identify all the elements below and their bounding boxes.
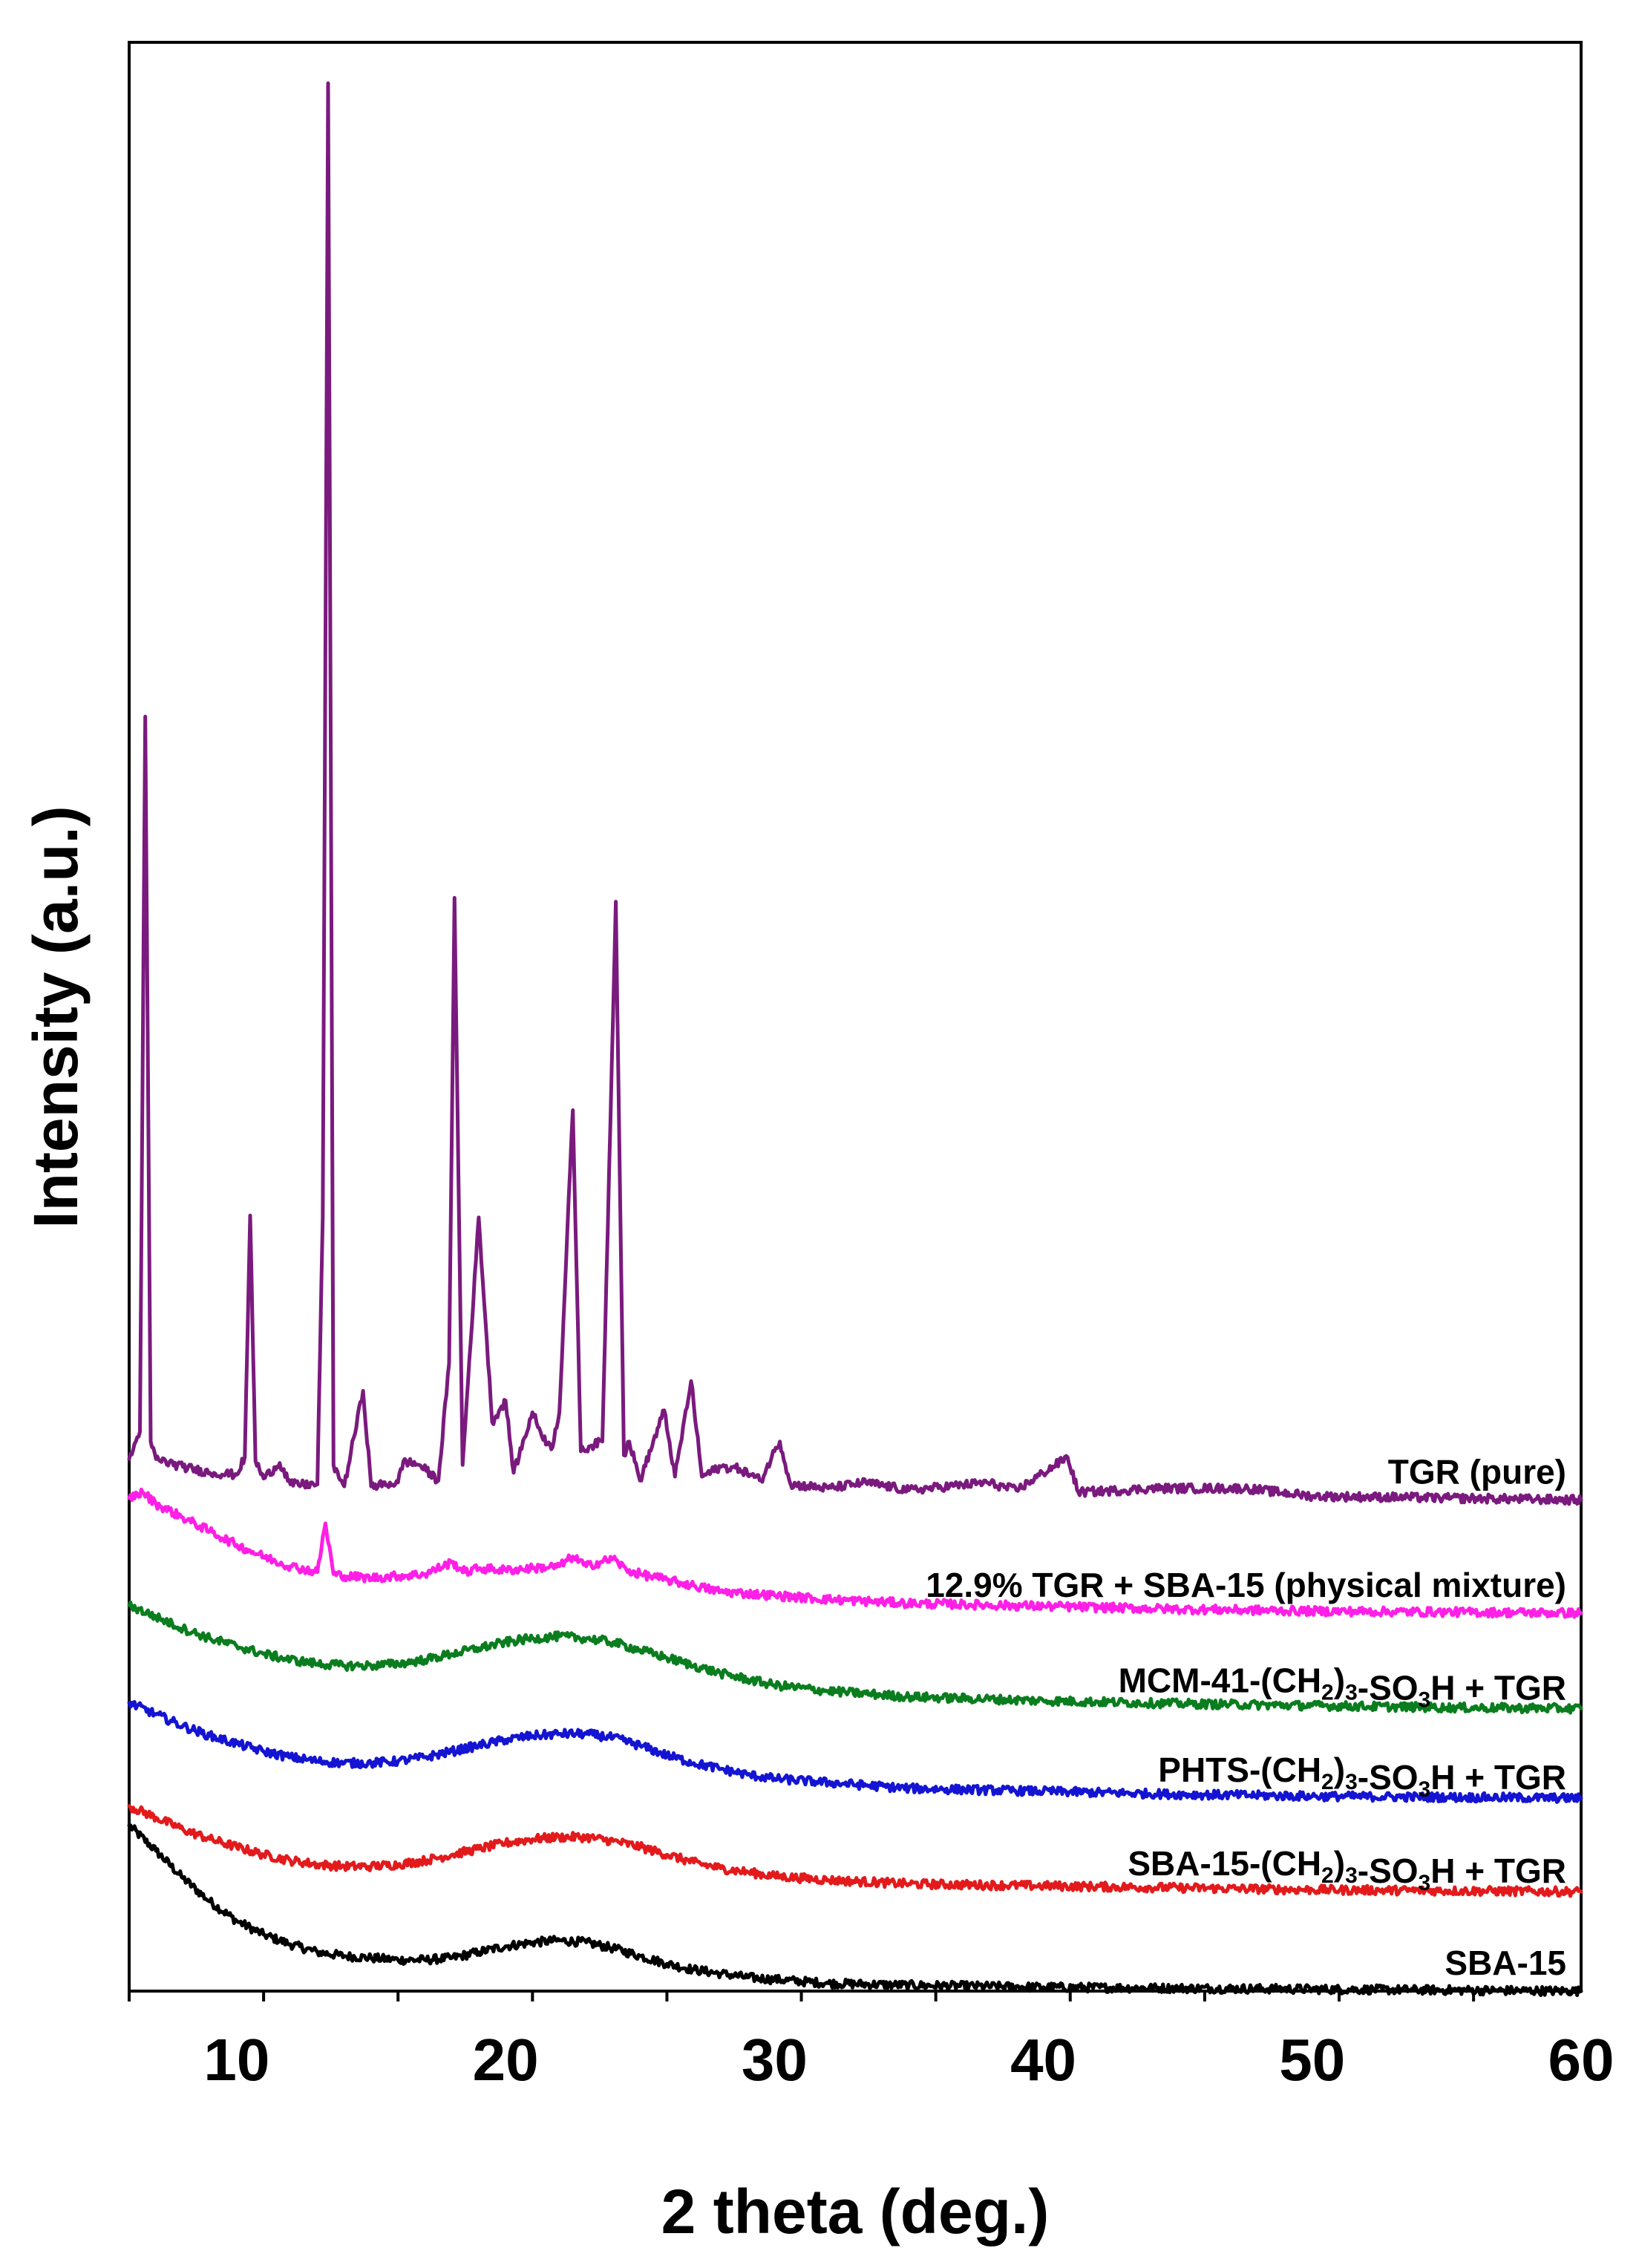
x-tick-label-20: 20 [473, 2027, 539, 2093]
series-label-1: SBA-15-(CH2)3-SO3H + TGR [1128, 1844, 1566, 1895]
x-tick-label-50: 50 [1279, 2027, 1345, 2093]
series-label-2: PHTS-(CH2)3-SO3H + TGR [1158, 1751, 1566, 1802]
x-tick-label-10: 10 [203, 2027, 269, 2093]
series-line-4 [127, 1487, 1583, 1619]
series-line-3 [127, 1600, 1583, 1715]
series-line-1 [127, 1804, 1583, 1898]
series-line-2 [127, 1699, 1583, 1804]
series-line-5 [127, 81, 1583, 1506]
x-tick-label-30: 30 [742, 2027, 808, 2093]
series-line-0 [127, 1823, 1583, 1997]
x-axis-ticks: 10 20 30 40 50 60 [128, 1991, 1615, 2093]
y-axis-title: Intensity (a.u.) [21, 805, 91, 1228]
series-labels: SBA-15 SBA-15-(CH2)3-SO3H + TGR PHTS-(CH2)… [926, 1453, 1566, 1983]
series-label-5: TGR (pure) [1388, 1453, 1566, 1491]
series-layer [127, 81, 1583, 1997]
series-label-0: SBA-15 [1445, 1944, 1566, 1982]
series-label-3: MCM-41-(CH2)3-SO3H + TGR [1119, 1661, 1566, 1712]
x-tick-label-40: 40 [1010, 2027, 1076, 2093]
x-axis-title: 2 theta (deg.) [661, 2177, 1050, 2246]
series-label-4: 12.9% TGR + SBA-15 (physical mixture) [926, 1566, 1566, 1604]
plot-frame [128, 41, 1583, 1993]
x-tick-label-60: 60 [1548, 2027, 1615, 2093]
